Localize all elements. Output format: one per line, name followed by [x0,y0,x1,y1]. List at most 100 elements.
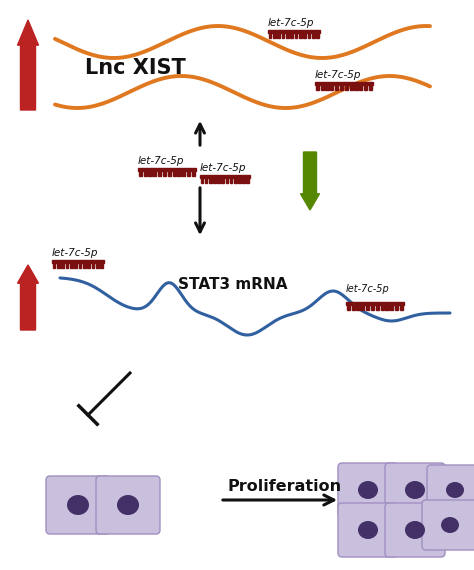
Ellipse shape [446,482,464,498]
FancyArrow shape [301,152,319,210]
Bar [273,33,276,38]
Bar [390,305,393,310]
Bar [303,33,306,38]
Bar [153,171,156,176]
Bar [371,305,374,310]
Bar [53,263,55,268]
Ellipse shape [358,521,378,539]
Bar [316,85,319,90]
Bar [91,263,94,268]
Bar [158,171,161,176]
Bar [385,305,389,310]
Bar [52,260,104,263]
Bar [395,305,398,310]
Bar [144,171,146,176]
Bar [192,171,195,176]
Bar [201,178,203,183]
Bar [335,85,338,90]
Bar [308,33,310,38]
Text: let-7c-5p: let-7c-5p [315,70,362,80]
FancyBboxPatch shape [427,465,474,515]
Bar [364,85,367,90]
Bar [61,263,64,268]
Bar [205,178,208,183]
Bar [315,82,373,85]
Bar [226,178,228,183]
Bar [66,263,68,268]
Ellipse shape [441,517,459,533]
FancyArrow shape [18,265,38,330]
Bar [376,305,379,310]
Bar [361,305,365,310]
FancyArrow shape [18,20,38,110]
Bar [79,263,82,268]
FancyBboxPatch shape [422,500,474,550]
Bar [366,305,369,310]
Bar [352,305,355,310]
Text: Lnc XIST: Lnc XIST [85,58,186,78]
Bar [74,263,77,268]
Text: let-7c-5p: let-7c-5p [138,156,184,166]
Bar [355,85,357,90]
Bar [268,30,320,33]
Bar [369,85,372,90]
FancyBboxPatch shape [46,476,110,534]
Bar [217,178,220,183]
Bar [230,178,233,183]
Bar [295,33,298,38]
Bar [325,85,328,90]
Bar [148,171,152,176]
Bar [234,178,237,183]
Bar [330,85,333,90]
FancyBboxPatch shape [96,476,160,534]
Bar [349,85,353,90]
Bar [173,171,176,176]
Bar [163,171,166,176]
Bar [213,178,216,183]
Bar [177,171,181,176]
Text: STAT3 mRNA: STAT3 mRNA [178,277,288,292]
Bar [282,33,284,38]
Bar [316,33,319,38]
Bar [286,33,289,38]
Bar [381,305,383,310]
Bar [312,33,315,38]
Bar [277,33,280,38]
Text: let-7c-5p: let-7c-5p [52,248,99,258]
Bar [209,178,212,183]
Ellipse shape [67,495,89,515]
Text: let-7c-5p: let-7c-5p [346,284,390,294]
Ellipse shape [117,495,139,515]
Bar [139,171,142,176]
Bar [221,178,224,183]
Bar [320,85,324,90]
Bar [346,302,404,305]
Bar [187,171,190,176]
Bar [346,305,350,310]
Bar [87,263,90,268]
Bar [83,263,86,268]
Bar [400,305,403,310]
Ellipse shape [405,481,425,499]
Bar [356,305,360,310]
Text: Proliferation: Proliferation [228,479,342,494]
Bar [246,178,249,183]
Ellipse shape [358,481,378,499]
FancyBboxPatch shape [338,463,398,517]
Bar [70,263,73,268]
Bar [299,33,302,38]
FancyBboxPatch shape [385,503,445,557]
Bar [269,33,272,38]
Bar [200,175,250,178]
Bar [290,33,293,38]
Text: let-7c-5p: let-7c-5p [200,163,246,173]
Bar [168,171,171,176]
Bar [138,168,196,171]
Bar [242,178,245,183]
Bar [340,85,343,90]
Bar [57,263,60,268]
Bar [345,85,348,90]
Bar [182,171,185,176]
Bar [238,178,241,183]
FancyBboxPatch shape [338,503,398,557]
